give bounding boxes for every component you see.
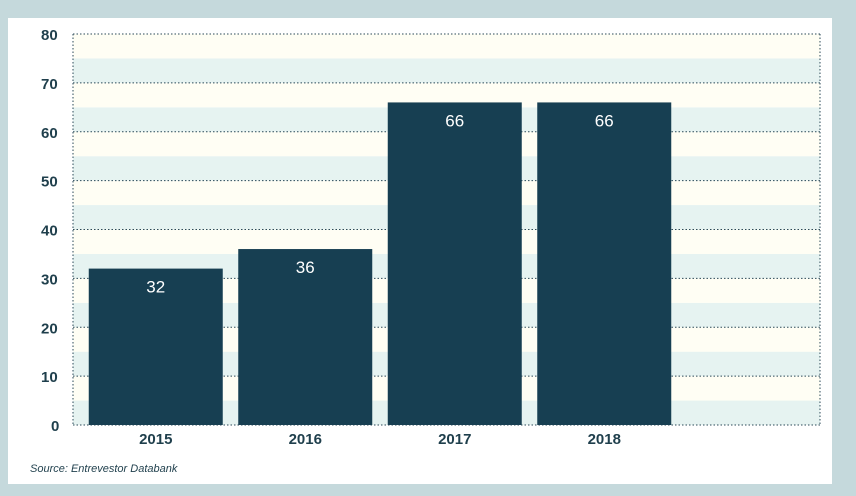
bar-2016 <box>238 249 373 425</box>
gridlines <box>72 33 821 426</box>
y-tick-label: 10 <box>41 369 58 386</box>
y-tick-label: 50 <box>41 174 58 191</box>
plot-band <box>73 58 820 83</box>
x-tick-label: 2015 <box>139 431 172 448</box>
y-tick-label: 0 <box>51 418 59 435</box>
bar-2018 <box>537 102 672 426</box>
data-label-2018: 66 <box>595 111 614 130</box>
x-tick-label: 2017 <box>438 431 471 448</box>
source-note: Source: Entrevestor Databank <box>30 463 178 475</box>
y-tick-label: 20 <box>41 320 58 337</box>
y-tick-label: 80 <box>41 27 58 44</box>
bar-2017 <box>387 102 522 426</box>
x-tick-label: 2018 <box>588 431 621 448</box>
y-axis-ticks: 0 10 20 30 40 50 60 70 80 <box>41 27 59 435</box>
x-tick-label: 2016 <box>289 431 322 448</box>
y-tick-label: 40 <box>41 223 58 240</box>
data-labels: 32 36 66 66 <box>146 111 613 296</box>
data-label-2017: 66 <box>445 111 464 130</box>
plot-band <box>73 34 820 59</box>
y-tick-label: 30 <box>41 271 58 288</box>
y-tick-label: 60 <box>41 125 58 142</box>
y-tick-label: 70 <box>41 76 58 93</box>
data-label-2015: 32 <box>146 278 165 297</box>
data-label-2016: 36 <box>296 258 315 277</box>
bars <box>88 102 672 426</box>
x-axis-ticks: 2015 2016 2017 2018 <box>139 431 621 448</box>
bar-2015 <box>88 268 223 425</box>
